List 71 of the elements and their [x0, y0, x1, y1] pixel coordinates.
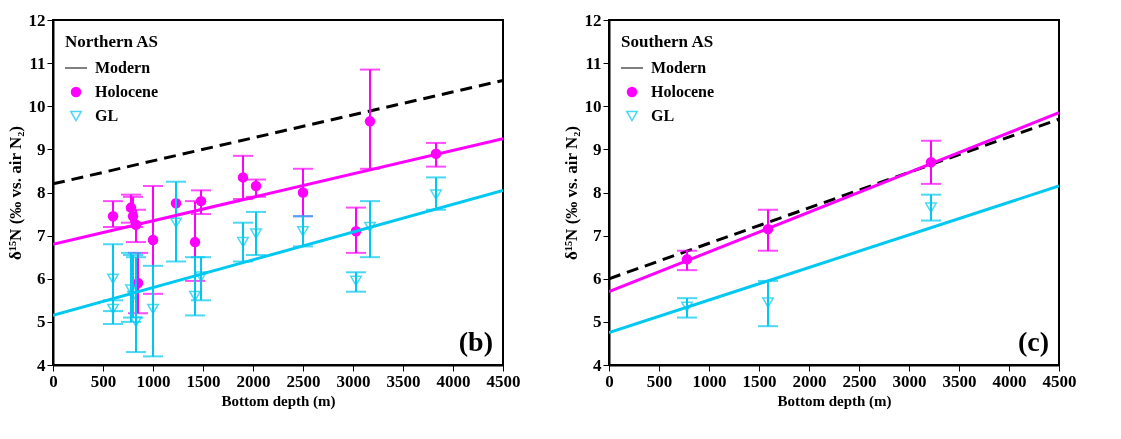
annotation: (c)	[1017, 326, 1049, 357]
y-tick-label: 6	[37, 269, 46, 289]
point	[170, 217, 182, 228]
x-tick-label: 1000	[136, 371, 171, 391]
legend-label: Modern	[95, 59, 151, 76]
x-tick-label: 4000	[992, 371, 1027, 391]
point	[147, 234, 159, 246]
point	[195, 271, 207, 282]
point	[237, 236, 249, 248]
y-tick-label: 8	[37, 183, 46, 202]
x-tick-label: 3000	[892, 371, 927, 391]
y-tick-label: 4	[37, 355, 46, 375]
x-tick-label: 4500	[486, 371, 521, 391]
point	[364, 116, 376, 127]
x-tick-label: 2500	[842, 371, 877, 391]
point	[297, 187, 309, 198]
legend-label: GL	[651, 107, 675, 124]
x-tick-label: 2000	[792, 371, 827, 391]
point	[430, 189, 442, 200]
point	[107, 210, 119, 222]
x-axis-title: Bottom depth (m)	[777, 392, 892, 410]
legend-title: Southern AS	[621, 32, 714, 51]
point	[237, 172, 249, 183]
x-tick-label: 4000	[436, 371, 471, 391]
legend-title: Northern AS	[65, 32, 159, 51]
y-axis-title: δ¹⁵N (‰ vs. air N₂)	[561, 126, 581, 260]
y-tick-label: 7	[37, 226, 46, 246]
point	[762, 297, 774, 308]
point	[925, 202, 937, 213]
y-tick-label: 10	[584, 96, 602, 116]
x-tick-label: 3500	[386, 371, 421, 391]
x-tick-label: 3500	[942, 371, 977, 391]
y-tick-label: 4	[593, 355, 602, 375]
point	[189, 236, 201, 248]
x-tick-label: 1500	[186, 371, 221, 391]
legend-label: Modern	[651, 59, 707, 76]
point	[195, 195, 207, 207]
y-tick-label: 12	[28, 10, 46, 30]
x-tick-label: 2500	[286, 371, 321, 391]
y-tick-label: 12	[584, 10, 602, 30]
legend-label: GL	[95, 107, 119, 124]
x-tick-label: 500	[646, 371, 673, 391]
point	[250, 180, 262, 192]
x-axis-title: Bottom depth (m)	[221, 392, 336, 410]
x-tick-label: 0	[605, 371, 614, 391]
point	[297, 226, 309, 237]
legend-label: Holocene	[651, 83, 715, 100]
y-tick-label: 11	[29, 53, 46, 73]
x-tick-label: 3000	[336, 371, 371, 391]
x-tick-label: 1000	[692, 371, 727, 391]
y-tick-label: 9	[37, 139, 46, 159]
y-axis-title: δ¹⁵N (‰ vs. air N₂)	[5, 126, 25, 260]
x-tick-label: 0	[49, 371, 58, 391]
y-tick-label: 6	[593, 269, 602, 289]
point	[125, 202, 137, 213]
point	[127, 210, 139, 222]
y-tick-label: 8	[593, 183, 602, 202]
y-tick-label: 9	[593, 139, 602, 159]
point	[364, 221, 376, 233]
annotation: (b)	[458, 326, 493, 357]
y-tick-label: 5	[593, 312, 602, 332]
y-tick-label: 10	[28, 96, 46, 116]
y-tick-label: 5	[37, 312, 46, 332]
x-tick-label: 1500	[742, 371, 777, 391]
point	[250, 228, 262, 239]
y-tick-label: 11	[585, 53, 602, 73]
legend-label: Holocene	[95, 83, 159, 100]
x-tick-label: 500	[90, 371, 117, 391]
x-tick-label: 4500	[1042, 371, 1077, 391]
y-tick-label: 7	[593, 226, 602, 246]
x-tick-label: 2000	[236, 371, 271, 391]
